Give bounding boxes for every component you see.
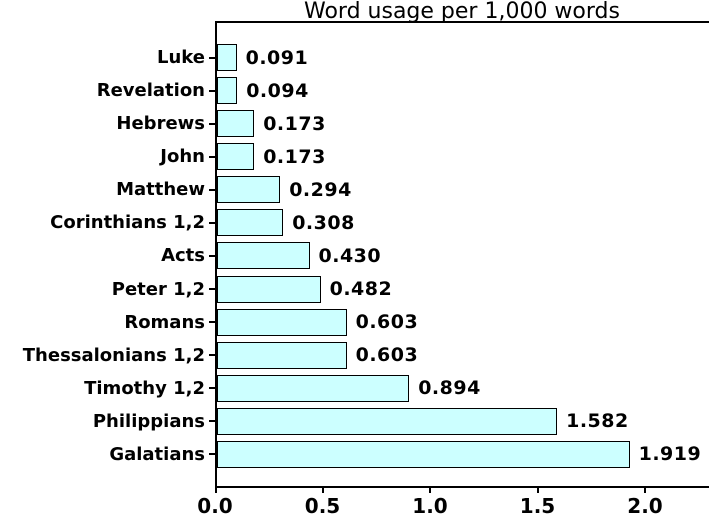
y-tick-mark	[209, 56, 215, 59]
x-tick-mark	[536, 488, 539, 493]
bar	[217, 308, 347, 336]
x-tick-label: 0.0	[197, 494, 233, 517]
bar-row: 0.603	[217, 308, 709, 336]
bar-row: 0.091	[217, 44, 709, 71]
value-label: 0.294	[289, 178, 352, 201]
x-tick-mark	[321, 488, 324, 493]
bar-row: 0.894	[217, 374, 709, 402]
category-row: Acts	[0, 242, 215, 269]
category-row: John	[0, 143, 215, 170]
category-label: Luke	[157, 47, 205, 68]
category-label: Romans	[124, 311, 205, 333]
bar	[217, 176, 281, 204]
bar	[217, 143, 255, 171]
bar	[217, 110, 255, 138]
y-tick-mark	[209, 387, 215, 390]
y-tick-mark	[209, 254, 215, 257]
bar	[217, 275, 321, 303]
category-label: Peter 1,2	[111, 278, 205, 300]
value-label: 0.430	[318, 244, 382, 267]
category-row: Hebrews	[0, 110, 215, 137]
bar-row: 1.582	[217, 407, 709, 435]
value-label: 1.919	[638, 443, 702, 466]
y-tick-mark	[209, 122, 215, 125]
bar-row: 0.173	[217, 110, 709, 138]
bars-container: 0.091 0.094 0.173 0.173 0.294 0.308 0.430 0.482…	[217, 23, 709, 486]
category-label: Corinthians 1,2	[50, 212, 205, 234]
bar-row: 0.603	[217, 341, 709, 369]
y-tick-mark	[209, 221, 215, 224]
value-label: 0.894	[418, 377, 481, 400]
value-label: 0.091	[245, 46, 309, 69]
bar-row: 0.294	[217, 176, 709, 204]
category-label: Thessalonians 1,2	[22, 344, 205, 366]
category-row: Revelation	[0, 77, 215, 104]
value-label: 0.308	[292, 211, 355, 234]
category-row: Philippians	[0, 408, 215, 435]
bar-row: 0.430	[217, 242, 709, 270]
bar	[217, 44, 237, 71]
value-label: 0.482	[329, 278, 393, 301]
y-tick-mark	[209, 188, 215, 191]
y-tick-mark	[209, 354, 215, 357]
category-label: Acts	[161, 245, 205, 267]
x-tick-label: 0.5	[304, 494, 341, 517]
y-tick-mark	[209, 288, 215, 291]
chart-title: Word usage per 1,000 words	[304, 0, 620, 24]
category-label: Galatians	[109, 443, 205, 465]
value-label: 0.603	[355, 344, 419, 367]
x-tick-mark	[644, 488, 646, 493]
category-label: Philippians	[92, 410, 205, 432]
category-label: Revelation	[96, 80, 205, 102]
category-axis: Luke Revelation Hebrews John Matthew Corinthi…	[0, 23, 215, 486]
bar	[217, 440, 630, 468]
category-label: Timothy 1,2	[84, 377, 205, 399]
bar	[217, 242, 310, 270]
y-tick-mark	[209, 89, 215, 92]
category-row: Romans	[0, 309, 215, 336]
category-row: Peter 1,2	[0, 276, 215, 303]
x-tick-label: 2.0	[627, 494, 663, 517]
y-tick-mark	[209, 420, 215, 423]
bar-row: 0.094	[217, 77, 709, 105]
plot-area: 0.091 0.094 0.173 0.173 0.294 0.308 0.430 0.482…	[215, 21, 709, 488]
bar	[217, 209, 284, 237]
value-label: 1.582	[566, 410, 629, 433]
x-tick-label: 1.5	[519, 494, 556, 517]
bar-row: 0.482	[217, 275, 709, 303]
category-label: Hebrews	[116, 113, 205, 135]
value-label: 0.094	[246, 79, 309, 102]
value-label: 0.173	[263, 145, 326, 168]
category-row: Corinthians 1,2	[0, 209, 215, 236]
x-tick-label: 1.0	[412, 494, 448, 517]
category-label: John	[160, 146, 205, 168]
x-tick-mark	[429, 488, 431, 493]
x-axis: 0.0 0.5 1.0 1.5 2.0	[197, 486, 709, 517]
value-label: 0.173	[263, 112, 326, 135]
y-tick-mark	[209, 321, 215, 324]
category-row: Timothy 1,2	[0, 375, 215, 402]
category-row: Matthew	[0, 176, 215, 203]
bar-row: 0.173	[217, 143, 709, 171]
bar	[217, 341, 347, 369]
category-row: Thessalonians 1,2	[0, 342, 215, 369]
category-row: Galatians	[0, 441, 215, 468]
bar	[217, 77, 238, 105]
category-label: Matthew	[116, 179, 205, 201]
bar	[217, 374, 410, 402]
category-row: Luke	[0, 44, 215, 71]
value-label: 0.603	[355, 311, 419, 334]
bar-row: 1.919	[217, 440, 709, 468]
bar	[217, 407, 558, 435]
y-tick-mark	[209, 155, 215, 158]
y-tick-mark	[209, 453, 215, 456]
bar-row: 0.308	[217, 209, 709, 237]
x-tick-mark	[215, 488, 217, 493]
